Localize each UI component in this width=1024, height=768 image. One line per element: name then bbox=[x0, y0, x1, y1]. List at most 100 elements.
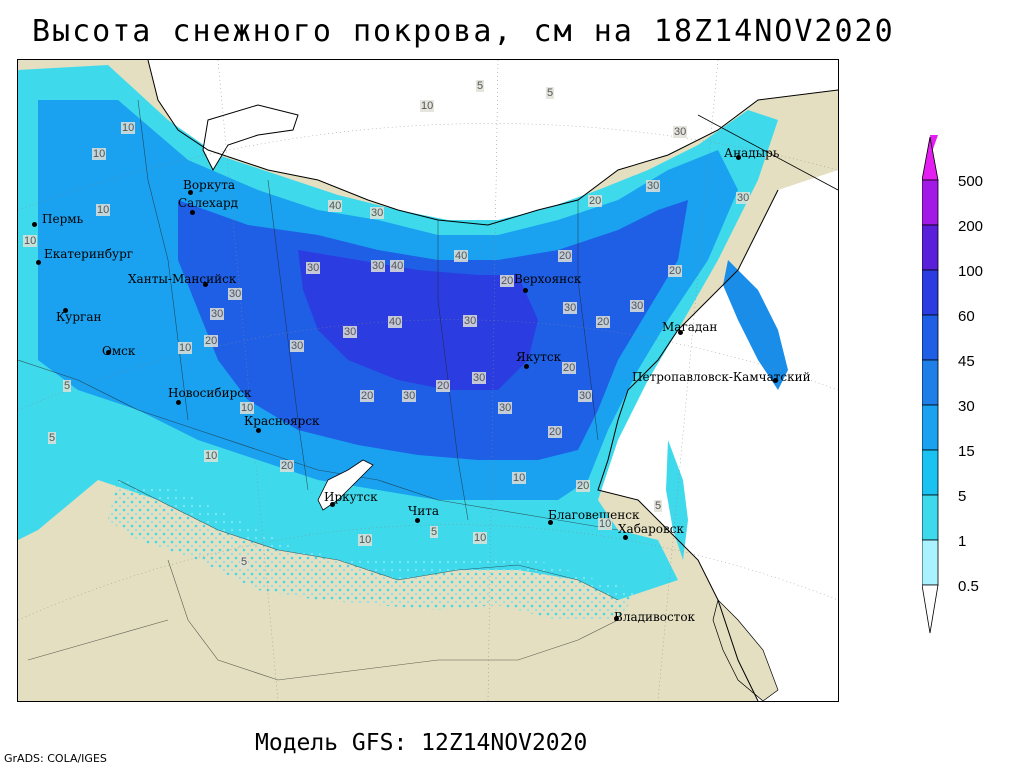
contour-label: 30 bbox=[306, 262, 321, 274]
legend-label-200: 200 bbox=[958, 218, 984, 235]
legend-label-100: 100 bbox=[958, 263, 984, 280]
contour-label: 30 bbox=[736, 192, 751, 204]
snow-depth-map: Воркута Салехард Пермь Екатеринбург Хант… bbox=[17, 59, 839, 702]
legend-label-15: 15 bbox=[958, 443, 975, 460]
contour-label: 10 bbox=[598, 518, 613, 530]
city-label: Омск bbox=[102, 344, 136, 358]
snow-deeper bbox=[298, 250, 538, 390]
contour-label: 20 bbox=[576, 480, 591, 492]
contour-label: 30 bbox=[371, 260, 386, 272]
contour-label: 20 bbox=[588, 195, 603, 207]
contour-label: 10 bbox=[96, 204, 111, 216]
contour-label: 30 bbox=[673, 126, 688, 138]
city-label: Петропавловск-Камчатский bbox=[632, 370, 811, 384]
contour-label: 30 bbox=[630, 300, 645, 312]
contour-label: 10 bbox=[240, 402, 255, 414]
contour-label: 20 bbox=[548, 426, 563, 438]
snow-south-patches bbox=[108, 480, 638, 620]
contour-label: 30 bbox=[646, 180, 661, 192]
contour-label: 10 bbox=[121, 122, 136, 134]
japan bbox=[712, 599, 779, 701]
contour-label: 40 bbox=[388, 316, 403, 328]
contour-label: 30 bbox=[472, 372, 487, 384]
lake-baikal bbox=[317, 459, 374, 511]
city-label: Чита bbox=[408, 504, 440, 518]
contour-label: 40 bbox=[454, 250, 469, 262]
contour-label: 10 bbox=[512, 472, 527, 484]
contour-label: 5 bbox=[240, 556, 249, 568]
contour-label: 30 bbox=[498, 402, 513, 414]
contour-label: 30 bbox=[210, 308, 225, 320]
map-title: Высота снежного покрова, см на 18Z14NOV2… bbox=[32, 14, 895, 49]
contour-label: 5 bbox=[546, 87, 555, 99]
legend-label-0-5: 0.5 bbox=[958, 578, 979, 595]
city-label: Салехард bbox=[178, 196, 239, 210]
coastline bbox=[147, 60, 838, 226]
legend-label-5: 5 bbox=[958, 488, 967, 505]
contour-label: 40 bbox=[390, 260, 405, 272]
city-label: Новосибирск bbox=[168, 386, 252, 400]
contour-label: 10 bbox=[23, 235, 38, 247]
city-label: Владивосток bbox=[614, 610, 696, 624]
city-label: Красноярск bbox=[244, 414, 320, 428]
contour-label: 20 bbox=[562, 362, 577, 374]
contour-label: 5 bbox=[63, 380, 72, 392]
contour-label: 10 bbox=[178, 342, 193, 354]
city-label: Анадырь bbox=[724, 146, 780, 160]
contour-label: 5 bbox=[48, 432, 57, 444]
contour-label: 5 bbox=[430, 526, 439, 538]
dateline bbox=[697, 114, 838, 191]
contour-label: 30 bbox=[290, 340, 305, 352]
contour-label: 30 bbox=[370, 207, 385, 219]
contour-label: 30 bbox=[563, 302, 578, 314]
city-label: Ханты-Мансийск bbox=[128, 272, 237, 286]
contour-label: 20 bbox=[668, 265, 683, 277]
contour-label: 10 bbox=[204, 450, 219, 462]
contour-label: 20 bbox=[596, 316, 611, 328]
borders bbox=[18, 99, 619, 681]
city-label: Хабаровск bbox=[618, 522, 684, 536]
contour-label: 20 bbox=[280, 460, 295, 472]
contour-label: 30 bbox=[228, 288, 243, 300]
city-label: Воркута bbox=[183, 178, 236, 192]
model-footer: Модель GFS: 12Z14NOV2020 bbox=[255, 730, 588, 756]
legend-label-45: 45 bbox=[958, 353, 975, 370]
contour-label: 30 bbox=[402, 390, 417, 402]
arctic-ocean bbox=[148, 60, 838, 225]
sakhalin bbox=[666, 440, 688, 560]
legend-label-1: 1 bbox=[958, 533, 967, 550]
contour-label: 30 bbox=[578, 390, 593, 402]
city-label: Верхоянск bbox=[514, 272, 582, 286]
contour-label: 10 bbox=[420, 100, 435, 112]
contour-label: 20 bbox=[204, 335, 219, 347]
contour-label: 20 bbox=[500, 275, 515, 287]
legend-colorbar bbox=[922, 135, 939, 634]
city-label: Пермь bbox=[42, 212, 84, 226]
contour-label: 10 bbox=[92, 148, 107, 160]
contour-label: 10 bbox=[358, 534, 373, 546]
contour-label: 5 bbox=[476, 80, 485, 92]
city-label: Иркутск bbox=[324, 490, 378, 504]
city-label: Екатеринбург bbox=[44, 247, 134, 261]
legend-label-30: 30 bbox=[958, 398, 975, 415]
graticule bbox=[18, 60, 838, 701]
legend-label-500: 500 bbox=[958, 173, 984, 190]
pacific-ocean bbox=[598, 170, 838, 701]
map-canvas bbox=[18, 60, 838, 701]
city-label: Благовещенск bbox=[548, 508, 640, 522]
contour-label: 5 bbox=[654, 500, 663, 512]
contour-label: 10 bbox=[473, 532, 488, 544]
legend-label-60: 60 bbox=[958, 308, 975, 325]
city-label: Магадан bbox=[662, 320, 718, 334]
coastline-pacific bbox=[597, 189, 779, 701]
novaya-zemlya bbox=[202, 104, 299, 172]
city-label: Курган bbox=[56, 310, 102, 324]
contour-label: 20 bbox=[558, 250, 573, 262]
contour-label: 30 bbox=[343, 326, 358, 338]
grads-credit: GrADS: COLA/IGES bbox=[4, 752, 107, 765]
contour-label: 20 bbox=[436, 380, 451, 392]
city-label: Якутск bbox=[516, 350, 562, 364]
contour-label: 20 bbox=[360, 390, 375, 402]
contour-label: 30 bbox=[463, 315, 478, 327]
contour-label: 40 bbox=[328, 200, 343, 212]
